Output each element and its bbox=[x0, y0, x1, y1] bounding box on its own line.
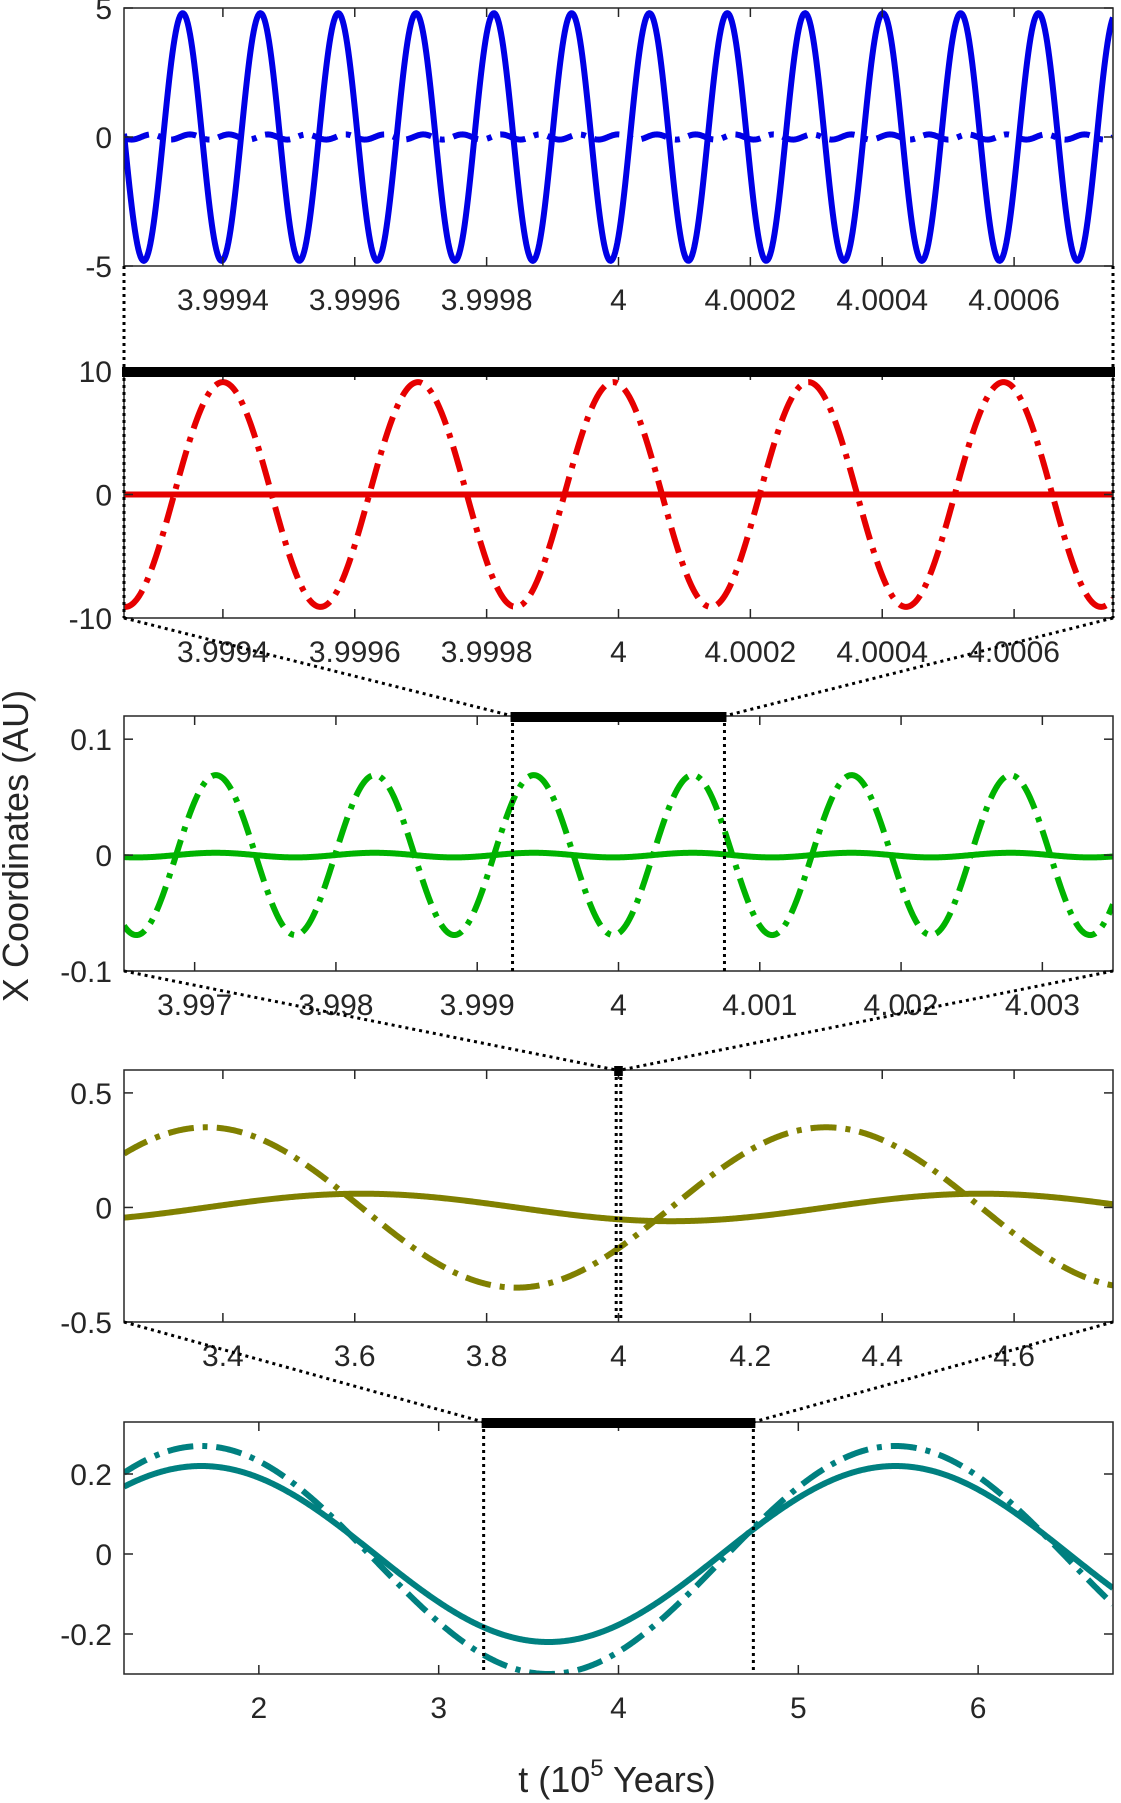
panel-3-frame bbox=[123, 715, 1114, 972]
panel-4-x-tick-label: 4 bbox=[610, 1340, 627, 1373]
panel-4-x-tick-label: 3.8 bbox=[466, 1340, 508, 1373]
panel-3-y-tick-label: -0.1 bbox=[60, 956, 112, 989]
panel-1-x-tick-label: 3.9996 bbox=[309, 284, 401, 317]
panel-4-x-tick-label: 3.6 bbox=[334, 1340, 376, 1373]
panel-2-x-tick-label: 4.0004 bbox=[836, 636, 928, 669]
panel-3-y-tick-label: 0 bbox=[95, 840, 112, 873]
panel-1-y-tick-label: 0 bbox=[95, 122, 112, 155]
panel-5-x-tick-label: 2 bbox=[251, 1692, 268, 1725]
y-axis-label: X Coordinates (AU) bbox=[0, 690, 36, 1002]
panel-3-x-tick-label: 4 bbox=[610, 989, 627, 1022]
panel-2-series-dashdot-line bbox=[124, 379, 1113, 610]
panel-3-x-tick-label: 4.002 bbox=[864, 989, 939, 1022]
panel-4: 3.4 3.6 3.8 4 4.2 4.4 4.6 -0.5 0 0.5 bbox=[60, 1069, 1114, 1373]
panel-5: 2 3 4 5 6 -0.2 0 0.2 bbox=[60, 1421, 1114, 1725]
panel-3-x-tick-label: 4.003 bbox=[1005, 989, 1080, 1022]
x-axis-label: t (105 Years) bbox=[518, 1755, 715, 1800]
zoom-region-marker bbox=[122, 367, 1115, 377]
zoom-region-marker bbox=[614, 1066, 623, 1076]
panel-1-x-tick-label: 3.9998 bbox=[441, 284, 533, 317]
panel-5-y-tick-label: 0.2 bbox=[70, 1459, 112, 1492]
zoom-connector-left bbox=[123, 1320, 485, 1424]
panel-3-x-tick-label: 3.997 bbox=[157, 989, 232, 1022]
panel-5-x-tick-label: 4 bbox=[610, 1692, 627, 1725]
panel-3-series-dashdot-line bbox=[124, 772, 1113, 939]
panel-5-x-tick-label: 6 bbox=[970, 1692, 987, 1725]
panel-2-x-tick-label: 4 bbox=[610, 636, 627, 669]
panel-2-x-tick-label: 4.0002 bbox=[704, 636, 796, 669]
panel-4-series-dashdot-line bbox=[124, 1124, 1113, 1291]
panel-1-y-tick-label: 5 bbox=[95, 0, 112, 26]
panel-1-series-dashdot-line bbox=[124, 131, 1113, 143]
zoom-region-marker bbox=[510, 712, 727, 722]
x-axis-label-exponent: 5 bbox=[590, 1755, 603, 1782]
panel-5-series-solid-line bbox=[124, 1463, 1113, 1645]
panel-2-y-tick-label: 0 bbox=[95, 480, 112, 513]
panel-2-series bbox=[124, 379, 1113, 610]
panel-3-series bbox=[124, 772, 1113, 939]
panel-1-series bbox=[124, 10, 1113, 264]
panel-5-x-tick-label: 5 bbox=[790, 1692, 807, 1725]
panel-5-y-tick-label: -0.2 bbox=[60, 1619, 112, 1652]
zoom-region-marker bbox=[481, 1418, 756, 1428]
panel-1-x-tick-label: 3.9994 bbox=[177, 284, 269, 317]
zoom-connectors bbox=[122, 266, 1115, 1674]
panel-1: 3.9994 3.9996 3.9998 4 4.0002 4.0004 4.0006 -5 0… bbox=[85, 0, 1114, 317]
panel-3-x-tick-label: 3.999 bbox=[440, 989, 515, 1022]
panel-1-series-solid-line bbox=[124, 10, 1113, 264]
panel-2-y-tick-label: -10 bbox=[69, 603, 112, 636]
panel-1-x-tick-label: 4.0006 bbox=[968, 284, 1060, 317]
panel-3-series-solid-line bbox=[124, 849, 1113, 861]
panel-3-y-tick-label: 0.1 bbox=[70, 724, 112, 757]
panel-2-x-tick-label: 4.0006 bbox=[968, 636, 1060, 669]
panel-5-frame bbox=[123, 1421, 1114, 1675]
panel-4-x-tick-label: 3.4 bbox=[202, 1340, 244, 1373]
panel-5-y-tick-label: 0 bbox=[95, 1539, 112, 1572]
panel-2-y-tick-label: 10 bbox=[79, 356, 112, 389]
panel-4-y-tick-label: 0.5 bbox=[70, 1078, 112, 1111]
panel-4-y-tick-label: 0 bbox=[95, 1192, 112, 1225]
panel-4-x-tick-label: 4.4 bbox=[861, 1340, 903, 1373]
panel-1-x-tick-label: 4.0004 bbox=[836, 284, 928, 317]
zoom-connector-right bbox=[752, 1320, 1114, 1424]
panel-3-x-tick-label: 4.001 bbox=[722, 989, 797, 1022]
panel-2: 3.9994 3.9996 3.9998 4 4.0002 4.0004 4.0006 -10… bbox=[69, 356, 1114, 669]
panels: 3.9994 3.9996 3.9998 4 4.0002 4.0004 4.0006-50… bbox=[60, 0, 1114, 1725]
panel-5-series bbox=[124, 1443, 1113, 1674]
panel-4-x-tick-label: 4.6 bbox=[993, 1340, 1035, 1373]
panel-5-x-tick-label: 3 bbox=[430, 1692, 447, 1725]
panel-4-series-solid-line bbox=[124, 1190, 1113, 1225]
panel-1-x-tick-label: 4.0002 bbox=[704, 284, 796, 317]
panel-3-x-tick-label: 3.998 bbox=[298, 989, 373, 1022]
panel-5-series-dashdot-line bbox=[124, 1443, 1113, 1674]
panel-2-x-tick-label: 3.9998 bbox=[441, 636, 533, 669]
panel-2-x-tick-label: 3.9996 bbox=[309, 636, 401, 669]
panel-4-y-tick-label: -0.5 bbox=[60, 1307, 112, 1340]
panel-1-y-tick-label: -5 bbox=[85, 251, 112, 284]
panel-1-x-tick-label: 4 bbox=[610, 284, 627, 317]
panel-4-series bbox=[124, 1124, 1113, 1291]
panel-2-x-tick-label: 3.9994 bbox=[177, 636, 269, 669]
panel-3: 3.997 3.998 3.999 4 4.001 4.002 4.003 -0.1 0 0.1 bbox=[60, 715, 1114, 1022]
panel-4-x-tick-label: 4.2 bbox=[730, 1340, 772, 1373]
